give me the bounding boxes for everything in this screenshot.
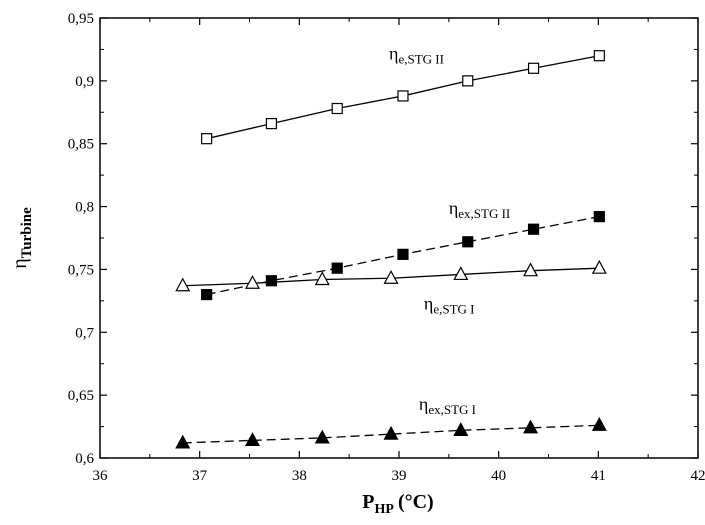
y-tick-label: 0,7 [75, 325, 94, 341]
series-label-sub: e,STG II [398, 51, 444, 66]
series-label-sub: ex,STG I [428, 402, 476, 417]
series-label: ηe,STG I [424, 294, 475, 317]
series-label-sub: ex,STG II [458, 206, 510, 221]
series-label-main: η [449, 198, 458, 218]
series-label-sub: e,STG I [433, 302, 474, 317]
x-tick-label: 38 [292, 468, 307, 484]
y-tick-label: 0,95 [68, 11, 94, 27]
data-point [591, 259, 607, 274]
data-point [265, 275, 278, 287]
data-point [331, 102, 343, 115]
y-axis-title-main: η [9, 258, 31, 268]
x-axis-title-unit: (°C) [398, 491, 434, 513]
data-point [383, 425, 399, 440]
x-axis-title: PHP (°C) [362, 491, 433, 517]
series-label: ηex,STG II [449, 198, 510, 221]
plot-frame [99, 17, 699, 459]
data-point [462, 236, 474, 248]
x-tick-label: 40 [491, 468, 506, 484]
data-point [331, 262, 343, 274]
data-point [244, 432, 260, 446]
data-point [593, 50, 605, 62]
data-point [523, 419, 539, 434]
data-point [397, 248, 409, 260]
x-tick-label: 42 [691, 468, 705, 484]
data-point [201, 288, 213, 301]
x-tick-label: 37 [192, 468, 208, 484]
data-point [453, 422, 469, 436]
data-point [175, 277, 191, 292]
y-axis-title: ηTurbine [9, 207, 35, 269]
axis-ticks: 36 37 38 39 40 41 42 0,6 0,65 0,7 0,75 0,8 0,85 0,9 0,… [68, 11, 705, 484]
data-point [453, 266, 469, 281]
data-point [314, 429, 330, 444]
data-point [527, 62, 540, 74]
y-tick-label: 0,75 [68, 262, 94, 278]
data-point [527, 223, 540, 235]
series-label: ηe,STG II [389, 43, 444, 66]
data-point [591, 417, 607, 431]
y-axis-title-sub: Turbine [19, 207, 35, 258]
series-label-main: η [424, 294, 433, 314]
data-point [314, 271, 330, 286]
x-axis-title-main: P [362, 491, 374, 513]
data-point [462, 75, 474, 87]
series-layer [175, 50, 607, 449]
data-point [244, 274, 260, 289]
data-point [175, 434, 191, 449]
y-tick-label: 0,8 [75, 200, 94, 216]
series-label-main: η [389, 43, 398, 63]
data-point [201, 133, 213, 145]
y-tick-label: 0,9 [75, 74, 94, 90]
data-point [383, 269, 399, 284]
series-label-main: η [419, 394, 428, 414]
x-tick-label: 39 [392, 468, 407, 484]
x-tick-label: 41 [591, 468, 606, 484]
series-label: ηex,STG I [419, 394, 476, 417]
x-axis-title-sub: HP [375, 502, 395, 517]
data-point [593, 211, 605, 223]
y-tick-label: 0,65 [68, 388, 94, 404]
data-point [397, 90, 409, 102]
data-point [265, 117, 278, 130]
y-tick-label: 0,85 [68, 137, 94, 153]
x-tick-label: 36 [93, 468, 109, 484]
data-point [523, 262, 539, 277]
y-tick-label: 0,6 [75, 451, 94, 467]
